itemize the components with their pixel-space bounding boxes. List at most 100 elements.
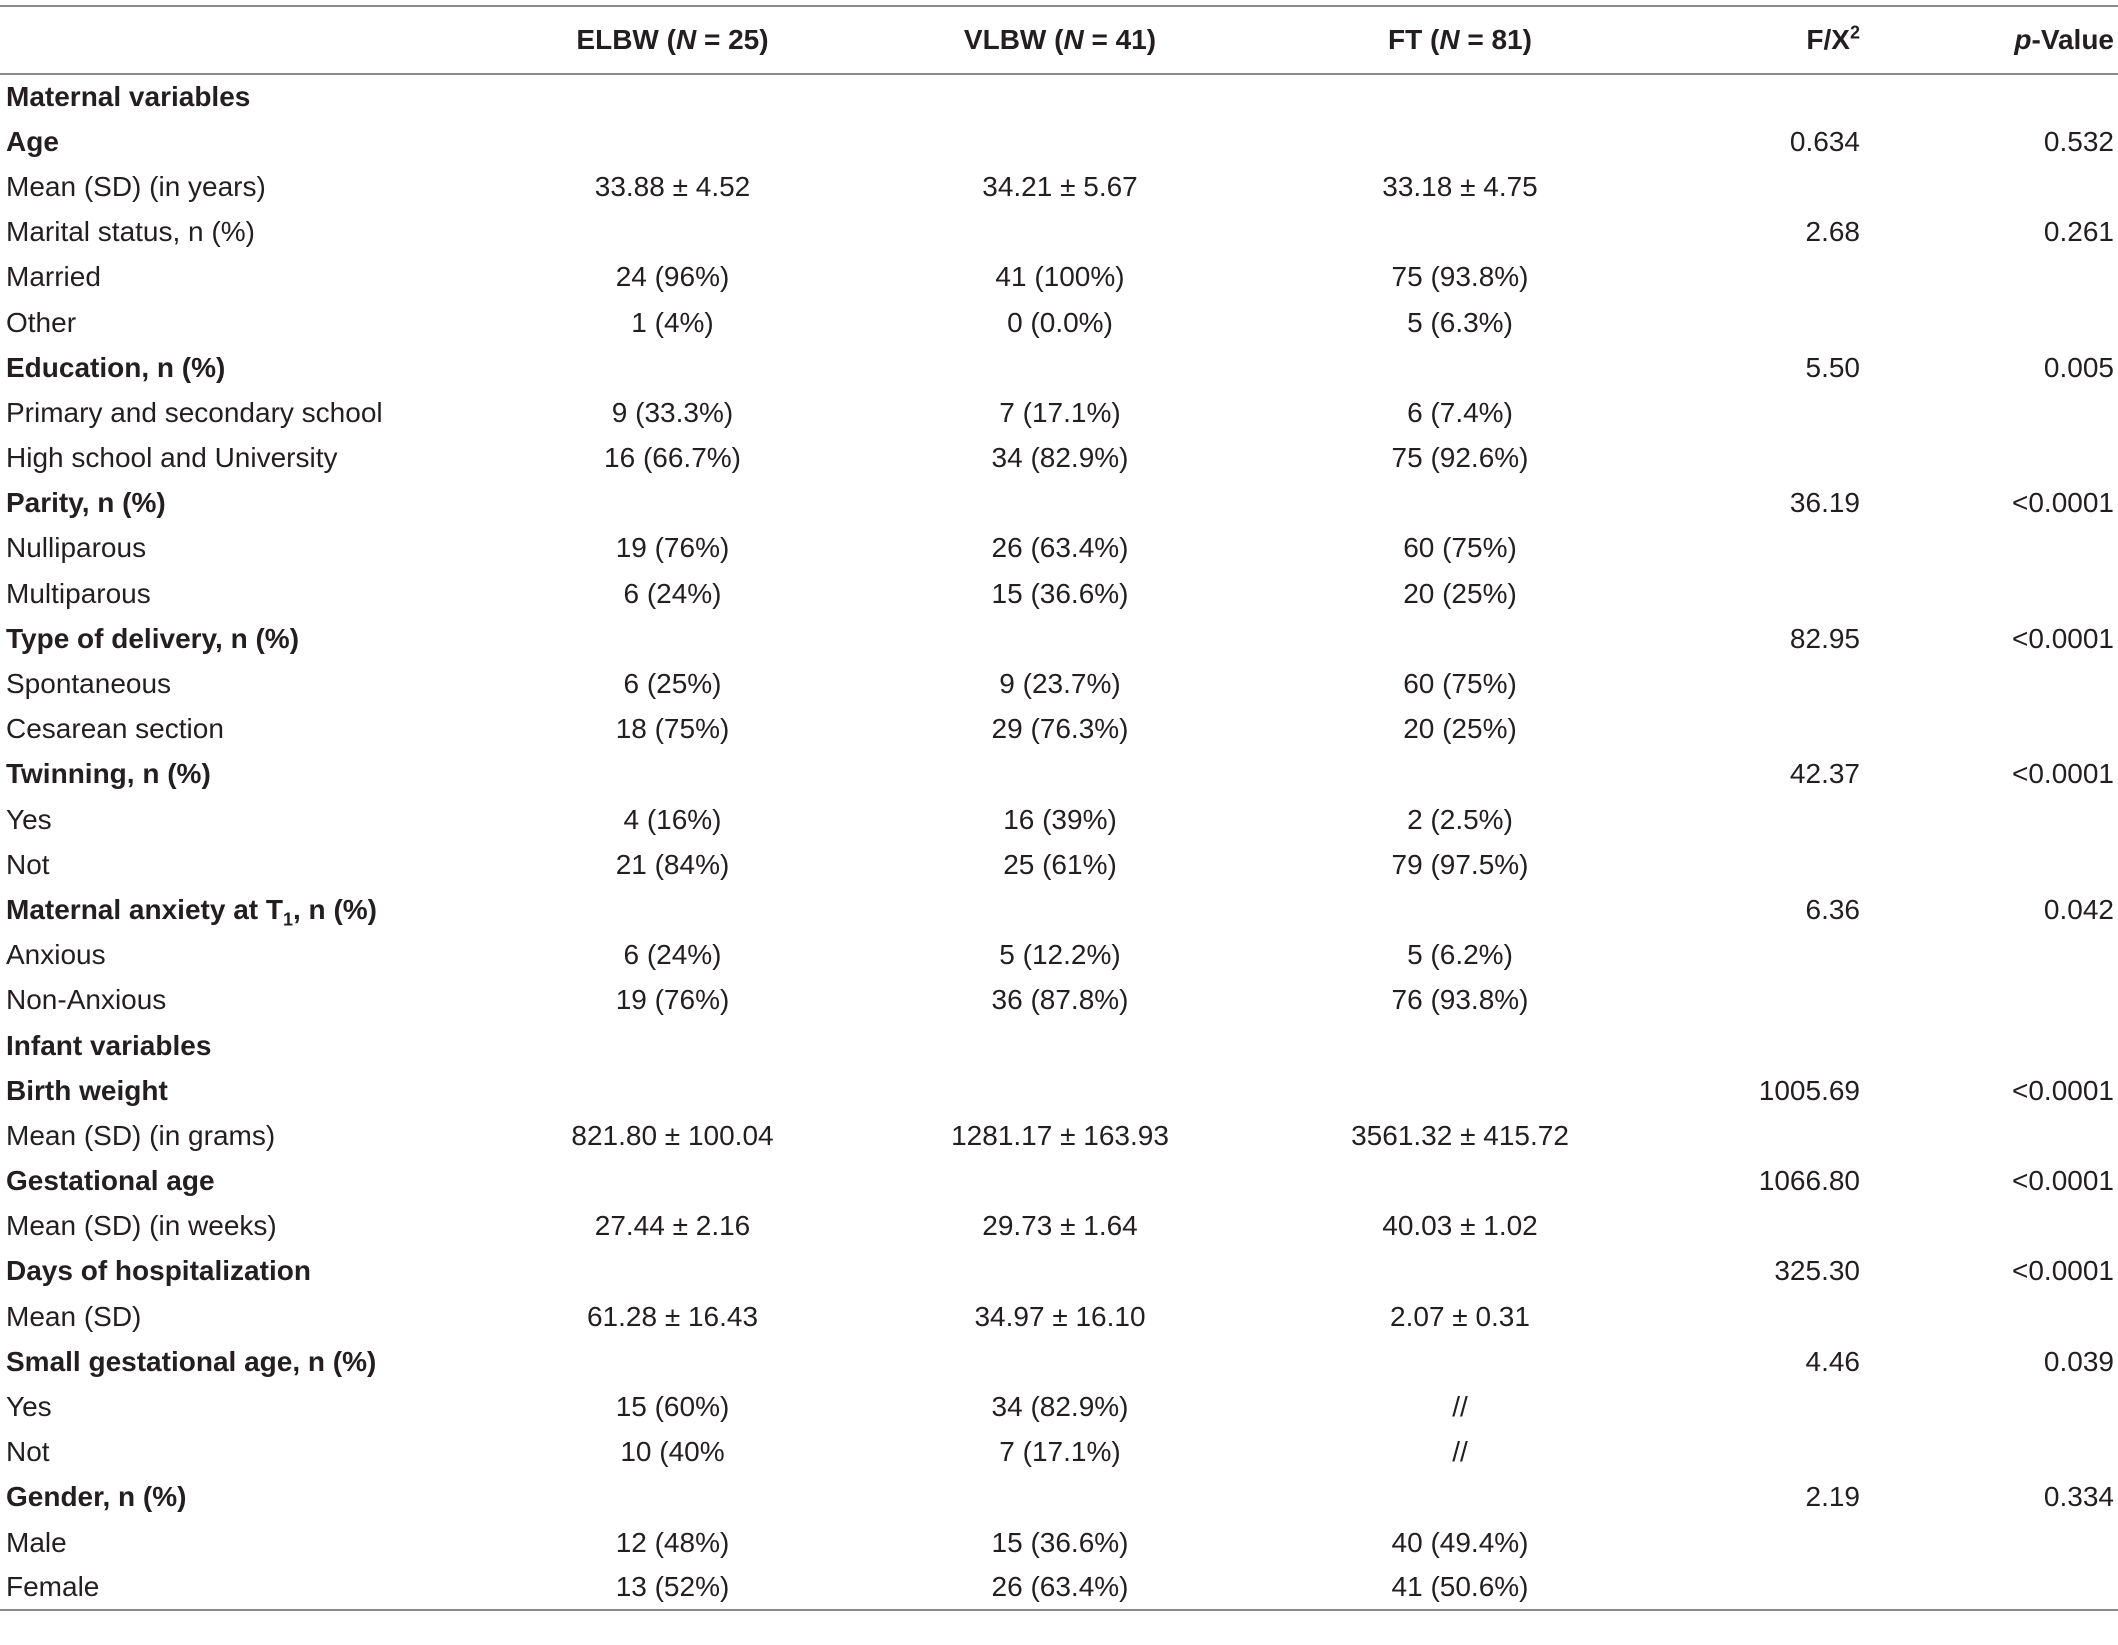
cell-pvalue (1860, 933, 2118, 978)
cell-ft: // (1452, 1436, 1468, 1468)
cell-elbw (520, 752, 825, 797)
cell-vlbw: 29.73 ± 1.64 (982, 1210, 1138, 1242)
row-label: Cesarean section (6, 713, 224, 745)
table-row: Not 10 (40% 7 (17.1%) // (0, 1430, 2118, 1475)
table-row: Male 12 (48%) 15 (36.6%) 40 (49.4%) (0, 1520, 2118, 1565)
cell-ft: 75 (93.8%) (1391, 261, 1529, 293)
cell-elbw (520, 481, 825, 526)
cell-elbw: 4 (16%) (623, 803, 722, 835)
cell-vlbw (825, 1159, 1295, 1204)
cell-ft (1295, 481, 1625, 526)
cell-fx (1625, 1384, 1860, 1429)
table-body: Maternal variables Age 0.634 0.532 Mean (SD)… (0, 74, 2118, 1612)
table-row: Yes 15 (60%) 34 (82.9%) // (0, 1384, 2118, 1429)
row-label: Maternal anxiety at T1, n (%) (0, 887, 520, 932)
cell-fx: 4.46 (1805, 1345, 1861, 1377)
table-row: Yes 4 (16%) 16 (39%) 2 (2.5%) (0, 797, 2118, 842)
cell-vlbw: 34 (82.9%) (991, 442, 1129, 474)
cell-elbw (520, 210, 825, 255)
cell-fx (1625, 661, 1860, 706)
cell-vlbw (825, 74, 1295, 119)
cell-ft (1295, 119, 1625, 164)
header-ft-name: FT ( (1388, 24, 1440, 55)
row-label: Female (0, 1565, 520, 1612)
table-row: Education, n (%) 5.50 0.005 (0, 345, 2118, 390)
cell-pvalue (1860, 526, 2118, 571)
cell-vlbw (825, 1249, 1295, 1294)
cell-vlbw: 7 (17.1%) (999, 396, 1121, 428)
cell-pvalue: <0.0001 (2012, 1255, 2114, 1287)
cell-ft: 2.07 ± 0.31 (1390, 1300, 1530, 1332)
cell-elbw: 19 (76%) (615, 532, 730, 564)
cell-elbw: 9 (33.3%) (611, 396, 734, 428)
row-label: Male (6, 1526, 67, 1558)
row-label: High school and University (6, 442, 338, 474)
cell-ft: 2 (2.5%) (1407, 803, 1513, 835)
header-elbw: ELBW (N = 25) (520, 5, 825, 75)
cell-vlbw: 15 (36.6%) (991, 1526, 1129, 1558)
cell-elbw: 10 (40% (620, 1436, 725, 1468)
cell-ft (1295, 1249, 1625, 1294)
cell-vlbw: 15 (36.6%) (991, 577, 1129, 609)
cell-ft: 6 (7.4%) (1407, 396, 1513, 428)
cell-ft: // (1452, 1391, 1468, 1423)
table-row: Spontaneous 6 (25%) 9 (23.7%) 60 (75%) (0, 661, 2118, 706)
cell-fx: 42.37 (1789, 758, 1860, 790)
cell-ft (1295, 1159, 1625, 1204)
cell-ft: 41 (50.6%) (1295, 1565, 1625, 1612)
header-fx-base: F/X (1806, 24, 1850, 55)
row-label: Spontaneous (6, 668, 172, 700)
cell-fx: 0.634 (1789, 125, 1860, 157)
row-label: Yes (6, 803, 52, 835)
cell-vlbw: 1281.17 ± 163.93 (951, 1119, 1169, 1151)
cell-vlbw (825, 345, 1295, 390)
cell-elbw: 19 (76%) (615, 984, 730, 1016)
header-row: ELBW (N = 25) VLBW (N = 41) FT (N = 81) … (0, 5, 2118, 75)
cell-elbw: 24 (96%) (615, 261, 730, 293)
cell-elbw: 12 (48%) (615, 1526, 730, 1558)
cell-vlbw: 9 (23.7%) (999, 668, 1121, 700)
cell-fx (1625, 1520, 1860, 1565)
cell-fx: 6.36 (1805, 893, 1861, 925)
cell-pvalue (1860, 255, 2118, 300)
row-label: Primary and secondary school (6, 396, 383, 428)
row-label: Education, n (%) (6, 351, 226, 383)
cell-elbw (520, 1249, 825, 1294)
cell-fx (1625, 1204, 1860, 1249)
header-fx: F/X2 (1625, 5, 1860, 75)
header-vlbw: VLBW (N = 41) (825, 5, 1295, 75)
cell-vlbw: 34.97 ± 16.10 (974, 1300, 1146, 1332)
cell-pvalue (1860, 797, 2118, 842)
cell-fx (1625, 978, 1860, 1023)
cell-vlbw (825, 1023, 1295, 1068)
cell-ft: 5 (6.2%) (1407, 939, 1513, 971)
table-row: Infant variables (0, 1023, 2118, 1068)
cell-ft: 3561.32 ± 415.72 (1351, 1119, 1569, 1151)
header-variable (0, 5, 520, 75)
row-label: Mean (SD) (in grams) (6, 1119, 276, 1151)
row-label-tail: , n (%) (293, 893, 377, 925)
cell-fx (1625, 436, 1860, 481)
row-label-subscript: 1 (282, 909, 293, 930)
cell-fx: 82.95 (1789, 622, 1860, 654)
cell-pvalue: <0.0001 (2012, 1165, 2114, 1197)
cell-pvalue (1860, 1294, 2118, 1339)
cell-vlbw (825, 1068, 1295, 1113)
row-label: Type of delivery, n (%) (6, 622, 300, 654)
cell-ft: 40 (49.4%) (1391, 1526, 1529, 1558)
header-elbw-count: = 25) (696, 24, 769, 55)
cell-fx (1625, 1113, 1860, 1158)
cell-fx (1625, 1294, 1860, 1339)
table-row: Mean (SD) 61.28 ± 16.43 34.97 ± 16.10 2.07 … (0, 1294, 2118, 1339)
cell-elbw: 21 (84%) (615, 848, 730, 880)
header-pvalue-prefix: p (2014, 24, 2032, 55)
cell-vlbw: 16 (39%) (1003, 803, 1117, 835)
header-ft-n: N (1439, 24, 1460, 55)
cell-fx (1625, 571, 1860, 616)
table-row: Small gestational age, n (%) 4.46 0.039 (0, 1339, 2118, 1384)
cell-pvalue: 0.261 (2043, 216, 2114, 248)
table-row: Other 1 (4%) 0 (0.0%) 5 (6.3%) (0, 300, 2118, 345)
cell-elbw: 27.44 ± 2.16 (594, 1210, 751, 1242)
cell-ft (1295, 74, 1625, 119)
cell-fx (1625, 526, 1860, 571)
